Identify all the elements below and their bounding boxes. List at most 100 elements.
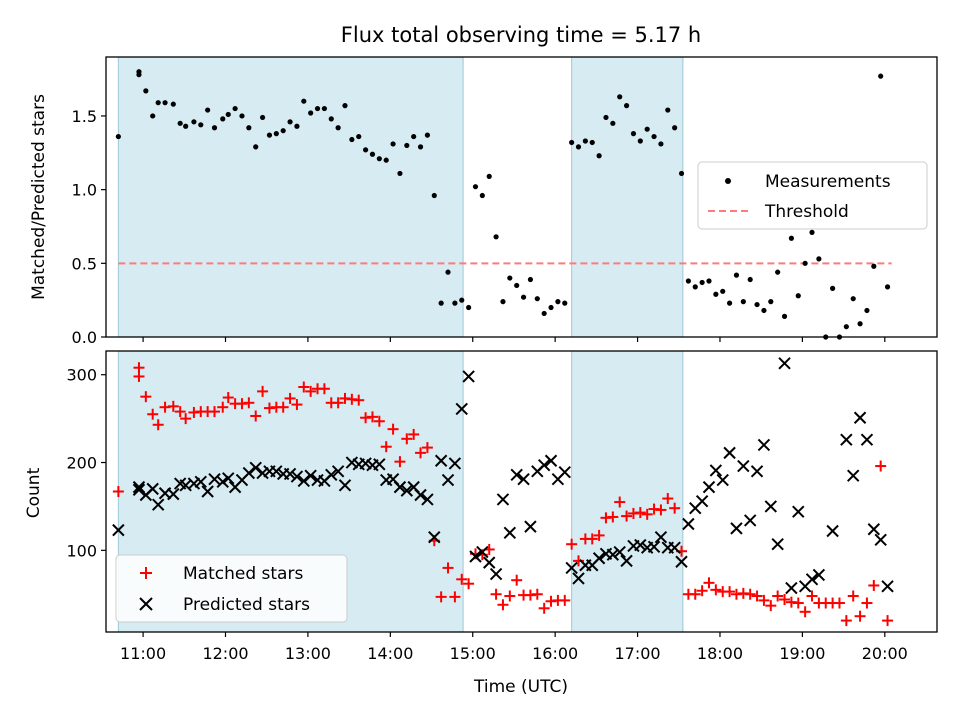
legend-predicted-label: Predicted stars <box>183 595 310 615</box>
predicted-star-point <box>421 493 434 506</box>
predicted-star-point <box>270 465 283 478</box>
measurement-point <box>445 269 451 275</box>
predicted-star-point <box>702 480 716 494</box>
predicted-star-point <box>620 554 633 568</box>
predicted-star-point <box>338 479 352 492</box>
predicted-star-point <box>558 465 571 479</box>
measurement-point <box>472 184 479 190</box>
measurement-point <box>541 310 547 317</box>
bottom-y-tick-label: 300 <box>66 366 97 385</box>
measurement-point <box>555 299 561 305</box>
measurement-point <box>726 300 733 306</box>
measurement-point <box>507 275 513 281</box>
measurement-point <box>155 100 161 106</box>
predicted-star-point <box>805 573 819 586</box>
predicted-star-point <box>537 458 551 472</box>
predicted-star-point <box>194 475 207 489</box>
predicted-star-point <box>743 514 757 527</box>
measurement-point <box>520 294 527 300</box>
predicted-star-point <box>853 411 867 424</box>
measurement-point <box>170 101 176 107</box>
measurement-point <box>397 170 403 177</box>
predicted-star-point <box>167 487 180 501</box>
measurement-point <box>500 299 506 305</box>
measurement-point <box>871 263 877 269</box>
predicted-star-point <box>297 474 310 488</box>
predicted-star-point <box>771 537 784 551</box>
predicted-star-point <box>592 552 606 565</box>
measurement-point <box>404 142 410 149</box>
matched-star-point <box>559 594 571 606</box>
matched-star-point <box>112 486 124 497</box>
predicted-star-point <box>716 473 729 487</box>
predicted-star-point <box>613 545 626 559</box>
measurement-point <box>850 296 856 302</box>
measurement-point <box>287 119 293 125</box>
predicted-star-point <box>668 541 681 554</box>
predicted-star-point <box>496 493 510 506</box>
matched-star-point <box>751 590 763 602</box>
measurement-point <box>431 192 437 199</box>
measurement-point <box>809 229 815 235</box>
measurement-point <box>816 256 822 262</box>
predicted-star-point <box>448 457 462 470</box>
matched-star-point <box>250 410 262 422</box>
bottom-y-tick-label: 100 <box>66 541 97 560</box>
predicted-star-point <box>840 433 853 446</box>
measurement-point <box>411 133 417 140</box>
top-y-tick-label: 0.0 <box>72 328 97 347</box>
predicted-star-point <box>606 548 620 561</box>
predicted-star-point <box>428 530 441 544</box>
measurement-point <box>575 144 582 150</box>
measurement-point <box>321 105 327 112</box>
measurement-point <box>527 276 534 283</box>
matched-star-point <box>593 529 605 541</box>
predicted-star-point <box>393 480 407 494</box>
matched-star-point <box>180 413 192 425</box>
measurement-point <box>253 144 259 150</box>
predicted-star-point <box>750 465 764 478</box>
matched-star-point <box>174 406 186 418</box>
measurement-point <box>417 144 424 150</box>
measurement-point <box>699 279 705 286</box>
matched-star-point <box>621 510 633 522</box>
matched-star-point <box>833 597 845 609</box>
predicted-star-point <box>455 402 468 416</box>
measurement-point <box>205 107 211 113</box>
matched-star-point <box>566 538 578 550</box>
predicted-star-point <box>737 459 750 473</box>
measurement-point <box>349 136 355 143</box>
predicted-star-point <box>290 470 304 483</box>
matched-star-point <box>854 610 866 622</box>
measurement-point <box>369 151 376 157</box>
predicted-star-point <box>860 433 874 446</box>
bottom-axes-frame <box>105 350 938 633</box>
measurement-point <box>788 235 795 241</box>
matched-star-point <box>456 573 468 585</box>
bottom-shaded-interval <box>571 350 684 633</box>
matched-star-point <box>449 591 461 603</box>
x-tick-label: 13:00 <box>285 644 331 663</box>
predicted-star-point <box>792 505 805 518</box>
matched-star-point <box>408 428 420 440</box>
legend-measurements-marker <box>725 178 731 184</box>
matched-star-point <box>209 406 221 418</box>
measurement-point <box>754 301 760 308</box>
measurement-point <box>191 119 197 125</box>
top-y-tick-label: 1.5 <box>72 107 97 126</box>
predicted-star-point <box>572 572 585 585</box>
matched-star-point <box>387 423 399 435</box>
measurement-point <box>692 284 698 290</box>
x-tick-label: 12:00 <box>202 644 248 663</box>
matched-star-point <box>875 460 887 472</box>
measurement-point <box>390 141 396 147</box>
matched-star-point <box>373 415 385 427</box>
top-shaded-interval <box>571 56 684 338</box>
matched-star-point <box>772 590 784 602</box>
top-legend: Measurements Threshold <box>697 161 928 230</box>
predicted-star-point <box>304 469 317 482</box>
predicted-star-point <box>867 523 881 536</box>
measurement-point <box>259 114 266 121</box>
matched-star-point <box>655 504 667 516</box>
matched-star-point <box>868 579 880 591</box>
